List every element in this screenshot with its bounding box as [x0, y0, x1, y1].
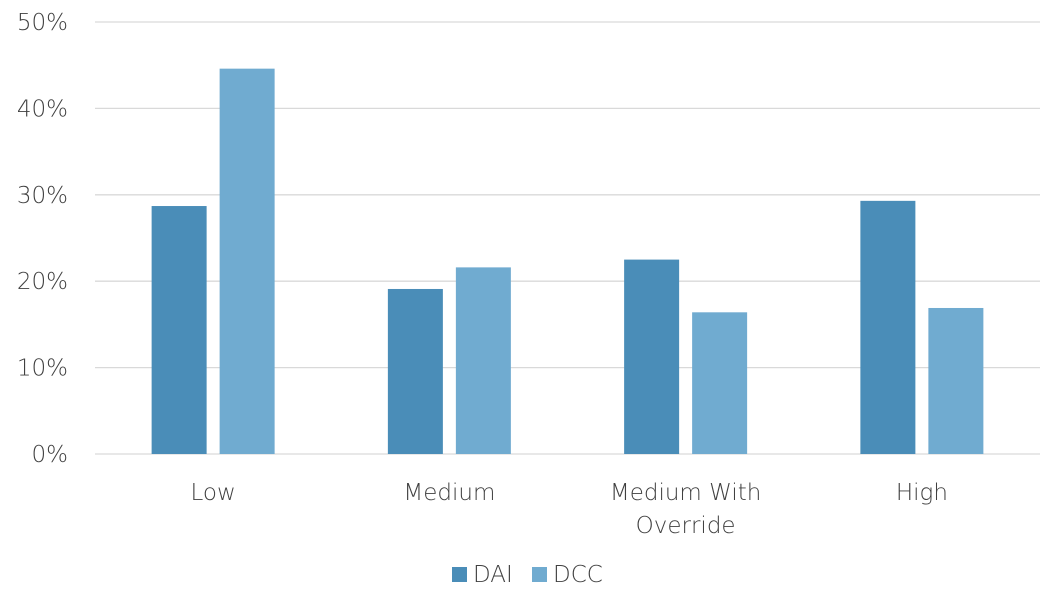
- bar-dai-medium-with-override: [624, 259, 680, 454]
- legend-label-dai: DAI: [473, 562, 513, 588]
- x-category-label: High: [896, 480, 948, 506]
- bar-dai-medium: [387, 288, 443, 454]
- x-axis-category-labels: Low Medium Medium With Override High: [190, 480, 947, 539]
- legend-swatch-dai: [452, 567, 467, 582]
- y-axis-tick-labels: 0% 10% 20% 30% 40% 50%: [17, 10, 68, 468]
- y-tick-label: 10%: [17, 356, 68, 382]
- bar-dai-low: [151, 206, 207, 454]
- bars: [151, 68, 984, 454]
- legend-label-dcc: DCC: [553, 562, 603, 588]
- bar-dcc-low: [219, 68, 275, 454]
- bar-dai-high: [860, 200, 916, 454]
- legend: DAI DCC: [452, 562, 603, 588]
- x-category-label: Low: [190, 480, 235, 506]
- bar-dcc-medium: [455, 267, 511, 454]
- y-tick-label: 30%: [17, 183, 68, 209]
- x-category-label: Medium: [403, 480, 495, 506]
- y-tick-label: 20%: [17, 269, 68, 295]
- legend-swatch-dcc: [532, 567, 547, 582]
- y-tick-label: 0%: [32, 442, 69, 468]
- y-tick-label: 50%: [17, 10, 68, 36]
- bar-dcc-medium-with-override: [692, 312, 748, 454]
- bar-dcc-high: [928, 307, 984, 454]
- x-category-label: Medium With Override: [610, 480, 762, 539]
- y-tick-label: 40%: [17, 96, 68, 122]
